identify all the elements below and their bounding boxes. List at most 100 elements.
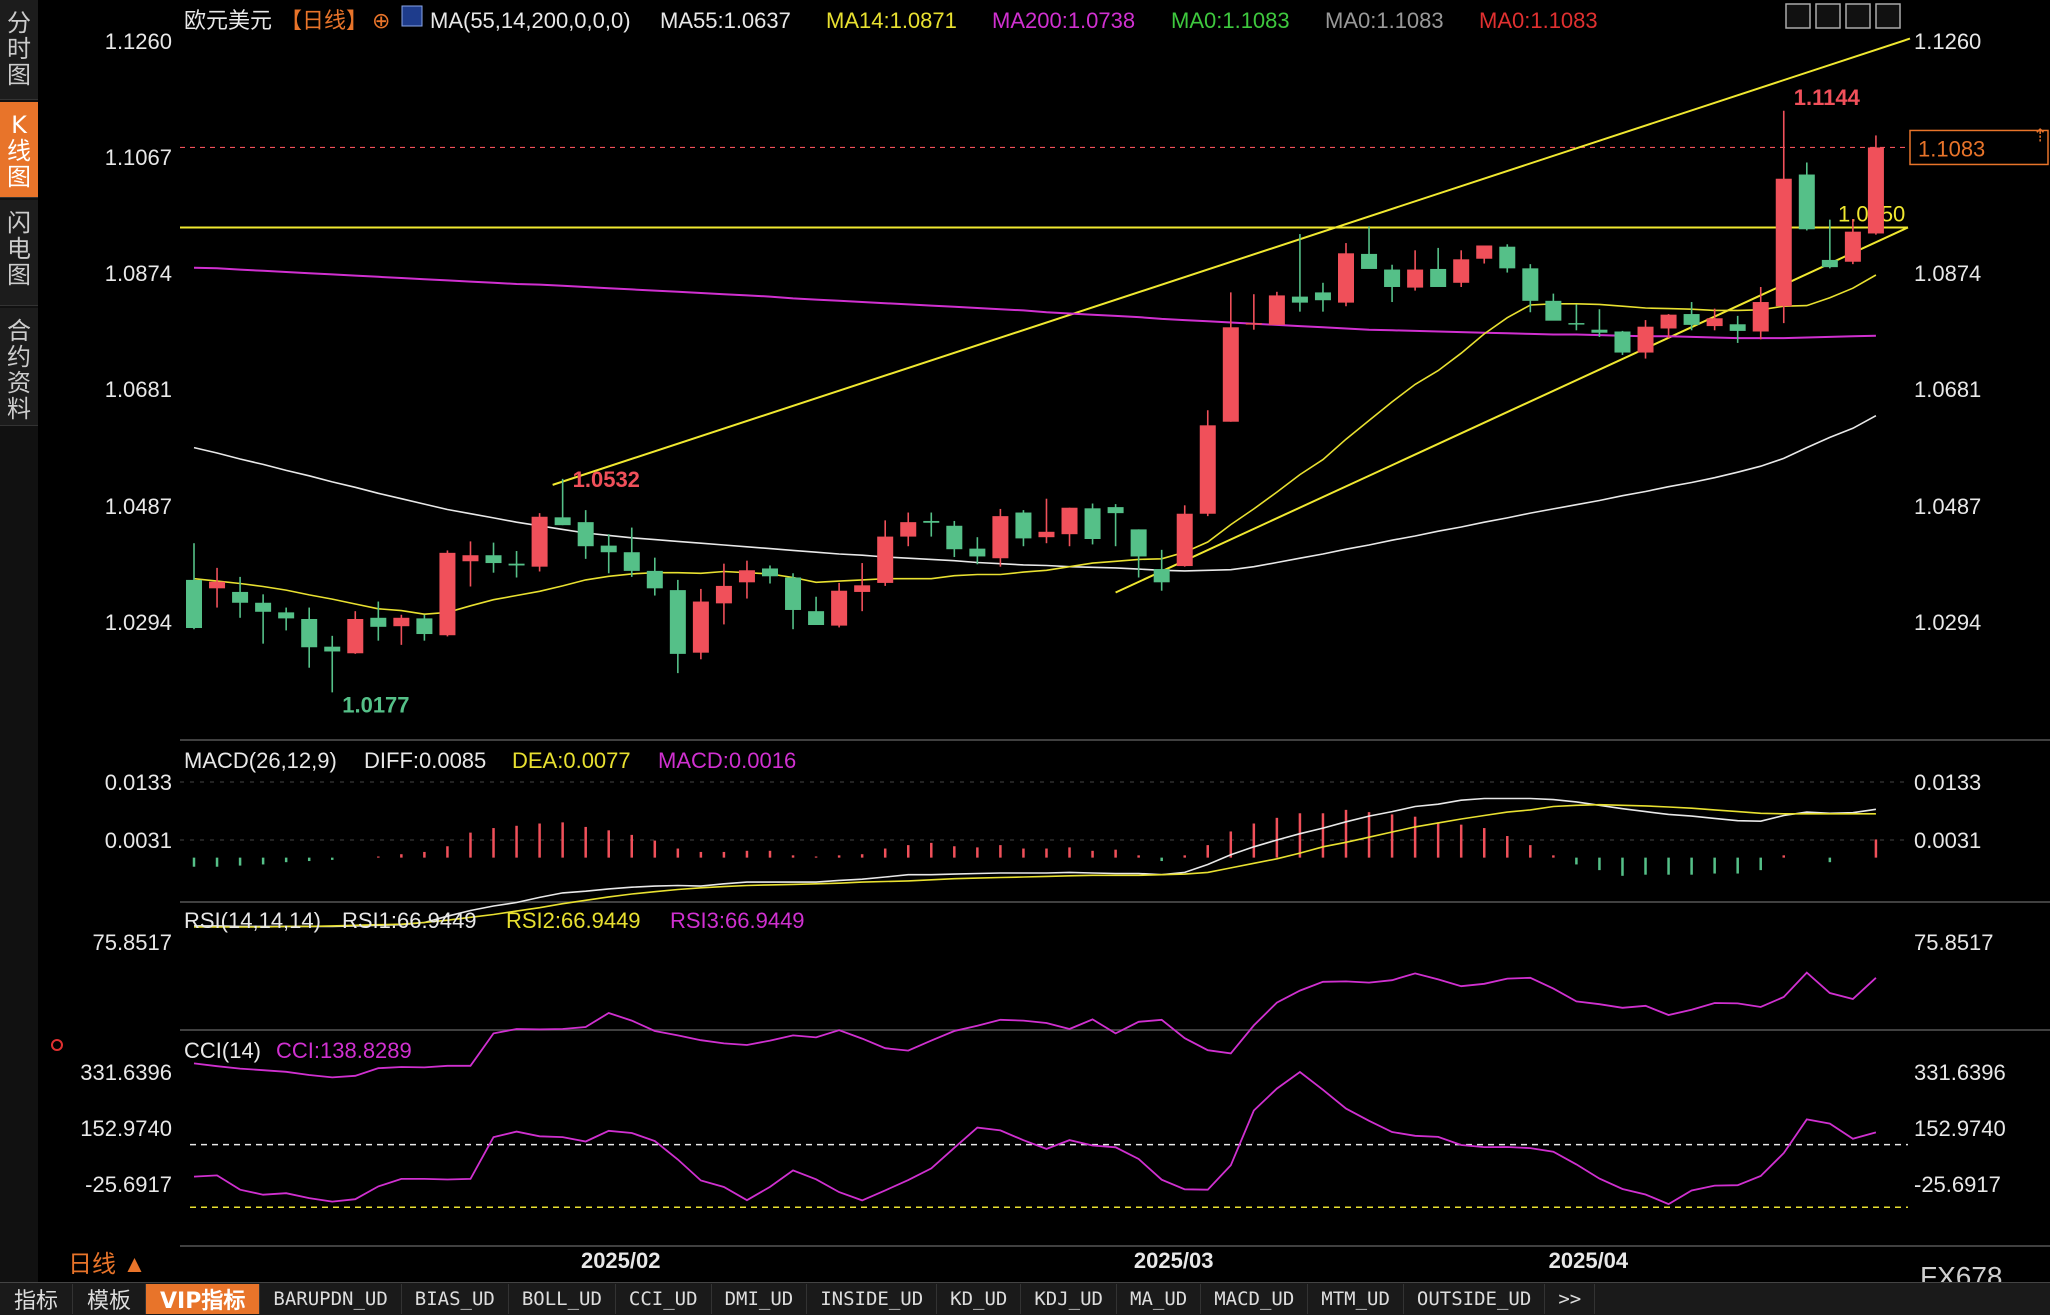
candle-body[interactable]	[347, 618, 364, 654]
indicator-tab-4[interactable]: BIAS_UD	[402, 1284, 509, 1314]
candle-body[interactable]	[393, 617, 410, 627]
candle-body[interactable]	[1338, 253, 1354, 303]
candle-body[interactable]	[1384, 269, 1401, 287]
indicator-tab-2[interactable]: VIP指标	[146, 1284, 261, 1314]
candle-body[interactable]	[508, 563, 525, 566]
candle-body[interactable]	[808, 611, 825, 626]
indicator-tab-1[interactable]: 模板	[73, 1284, 147, 1314]
candle-body[interactable]	[1222, 327, 1239, 422]
sidebar-tab-2[interactable]: 闪电图	[0, 200, 38, 306]
candle-body[interactable]	[1499, 246, 1516, 269]
sidebar-tab-0[interactable]: 分时图	[0, 0, 38, 100]
candle-body[interactable]	[416, 618, 433, 635]
sidebar-tab-3[interactable]: 合约资料	[0, 308, 38, 426]
chart-icon[interactable]	[401, 5, 423, 27]
grid-icon[interactable]	[1785, 3, 1811, 29]
candle-body[interactable]	[1660, 314, 1677, 329]
candle-body[interactable]	[1637, 326, 1654, 353]
candle-body[interactable]	[554, 517, 571, 526]
candle-body[interactable]	[1683, 314, 1700, 325]
indicator-tab-0[interactable]: 指标	[0, 1284, 74, 1314]
candle-body[interactable]	[1430, 268, 1447, 287]
candle-body[interactable]	[255, 602, 272, 612]
candle-body[interactable]	[1729, 324, 1746, 331]
candle-body[interactable]	[1199, 425, 1216, 514]
candle-body[interactable]	[1361, 253, 1378, 269]
candle-body[interactable]	[1084, 508, 1101, 539]
indicator-tab-7[interactable]: DMI_UD	[712, 1284, 808, 1314]
indicator-tab-6[interactable]: CCI_UD	[616, 1284, 712, 1314]
candle-body[interactable]	[1752, 302, 1769, 332]
candle-body[interactable]	[1038, 531, 1055, 538]
candle-body[interactable]	[232, 591, 249, 603]
candle-body[interactable]	[1798, 174, 1815, 230]
candle-body[interactable]	[1130, 529, 1147, 557]
candle-body[interactable]	[531, 516, 548, 567]
candle-body[interactable]	[669, 590, 686, 654]
candle-body[interactable]	[1522, 268, 1539, 301]
indicator-tab-3[interactable]: BARUPDN_UD	[260, 1284, 402, 1314]
candle-body[interactable]	[462, 555, 479, 562]
candle-body[interactable]	[1844, 231, 1861, 262]
settings-gear-icon[interactable]	[51, 1039, 63, 1051]
candle-body[interactable]	[877, 536, 894, 583]
indicator-tab-15[interactable]: >>	[1545, 1284, 1596, 1314]
candle-body[interactable]	[1291, 296, 1308, 303]
candle-body[interactable]	[1775, 178, 1792, 307]
candle-body[interactable]	[1245, 323, 1262, 325]
candle-body[interactable]	[900, 522, 917, 537]
candle-body[interactable]	[762, 568, 778, 577]
candle-body[interactable]	[992, 516, 1009, 559]
candle-body[interactable]	[278, 612, 295, 619]
indicator-tab-5[interactable]: BOLL_UD	[509, 1284, 616, 1314]
candle-body[interactable]	[646, 570, 663, 589]
play-icon[interactable]	[1875, 3, 1901, 29]
candle-body[interactable]	[1453, 259, 1470, 283]
candle-body[interactable]	[854, 585, 871, 592]
candle-body[interactable]	[1614, 331, 1631, 353]
candle-body[interactable]	[785, 577, 802, 610]
candle-body[interactable]	[1407, 269, 1424, 288]
candle-body[interactable]	[301, 618, 318, 648]
indicator-tab-12[interactable]: MACD_UD	[1201, 1284, 1309, 1314]
candle-body[interactable]	[485, 555, 502, 564]
candle-body[interactable]	[600, 545, 617, 553]
candle-body[interactable]	[1061, 507, 1078, 535]
candle-body[interactable]	[946, 525, 963, 550]
candle-body[interactable]	[1867, 147, 1884, 234]
candle-body[interactable]	[1107, 507, 1124, 514]
candle-body[interactable]	[577, 522, 594, 547]
candle-body[interactable]	[1545, 300, 1562, 321]
candle-body[interactable]	[715, 585, 732, 604]
candle-body[interactable]	[969, 548, 986, 557]
candle-body[interactable]	[1314, 292, 1331, 301]
candle-body[interactable]	[186, 579, 202, 629]
indicator-tab-10[interactable]: KDJ_UD	[1021, 1284, 1117, 1314]
candle-body[interactable]	[623, 552, 640, 571]
candle-body[interactable]	[370, 617, 387, 627]
indicator-tab-14[interactable]: OUTSIDE_UD	[1404, 1284, 1546, 1314]
indicator-tab-8[interactable]: INSIDE_UD	[807, 1284, 938, 1314]
candle-body[interactable]	[209, 581, 226, 589]
candle-body[interactable]	[1176, 513, 1193, 567]
candle-body[interactable]	[1591, 329, 1608, 333]
candle-body[interactable]	[831, 590, 848, 626]
candle-body[interactable]	[1153, 569, 1170, 583]
layout-icon[interactable]	[1815, 3, 1841, 29]
candle-body[interactable]	[692, 601, 709, 653]
indicator-tab-9[interactable]: KD_UD	[937, 1284, 1022, 1314]
candle-body[interactable]	[1706, 318, 1723, 327]
candle-body[interactable]	[1476, 245, 1493, 259]
candle-body[interactable]	[738, 570, 755, 583]
candle-body[interactable]	[1821, 259, 1838, 268]
candle-body[interactable]	[1268, 295, 1285, 325]
candle-body[interactable]	[324, 646, 341, 652]
candle-body[interactable]	[1015, 512, 1032, 539]
export-icon[interactable]	[1845, 3, 1871, 29]
indicator-tab-11[interactable]: MA_UD	[1117, 1284, 1202, 1314]
candle-body[interactable]	[1568, 323, 1585, 325]
candle-body[interactable]	[439, 552, 456, 636]
candle-body[interactable]	[923, 520, 940, 523]
kline-chart[interactable]: 欧元美元 【日线】 ⊕ MA(55,14,200,0,0,0) MA55:1.0637 M…	[38, 0, 2050, 1282]
